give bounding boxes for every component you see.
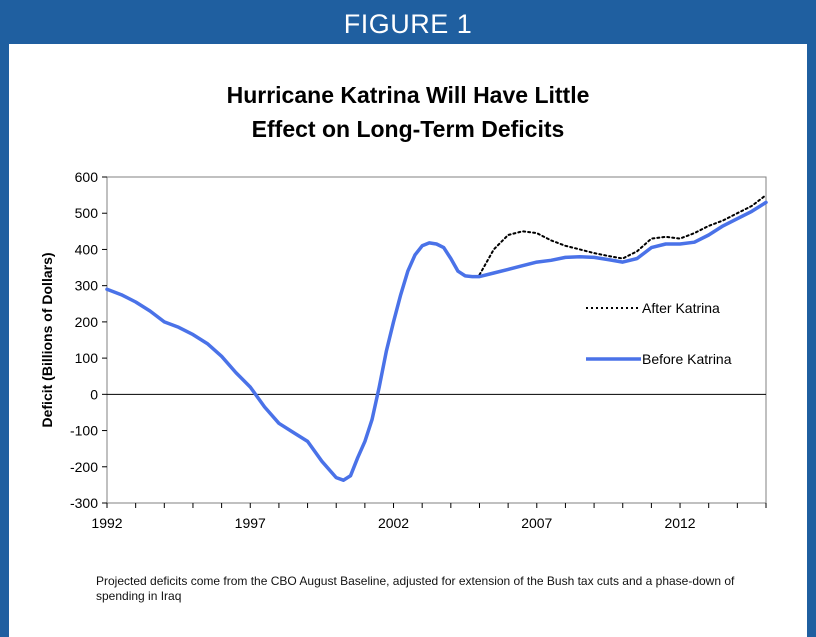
y-tick-label: 100 [75, 350, 99, 366]
y-tick-label: 300 [75, 278, 99, 294]
x-tick-label: 1997 [235, 515, 266, 531]
y-tick-label: -300 [70, 495, 98, 511]
y-tick-label: 200 [75, 314, 99, 330]
x-tick-label: 2007 [521, 515, 552, 531]
legend-label-after: After Katrina [642, 300, 720, 316]
plot-area [106, 176, 767, 504]
legend-label-before: Before Katrina [642, 351, 732, 367]
y-tick-label: 500 [75, 205, 99, 221]
series-before-katrina-line [105, 200, 768, 482]
series-after-katrina-line [478, 194, 767, 276]
footnote: Projected deficits come from the CBO Aug… [96, 574, 735, 603]
x-tick-label: 1992 [91, 515, 122, 531]
figure-banner: FIGURE 1 [0, 0, 816, 44]
y-tick-label: 0 [90, 386, 98, 402]
y-tick-label: -200 [70, 459, 98, 475]
x-tick-label: 2012 [664, 515, 695, 531]
chart-title-line2: Effect on Long-Term Deficits [251, 116, 565, 142]
chart-title-line1: Hurricane Katrina Will Have Little [226, 82, 590, 108]
y-tick-label: 400 [75, 241, 99, 257]
y-tick-label: 600 [75, 169, 99, 185]
y-tick-label: -100 [70, 423, 98, 439]
y-axis-label: Deficit (Billions of Dollars) [39, 252, 55, 427]
x-tick-label: 2002 [378, 515, 409, 531]
